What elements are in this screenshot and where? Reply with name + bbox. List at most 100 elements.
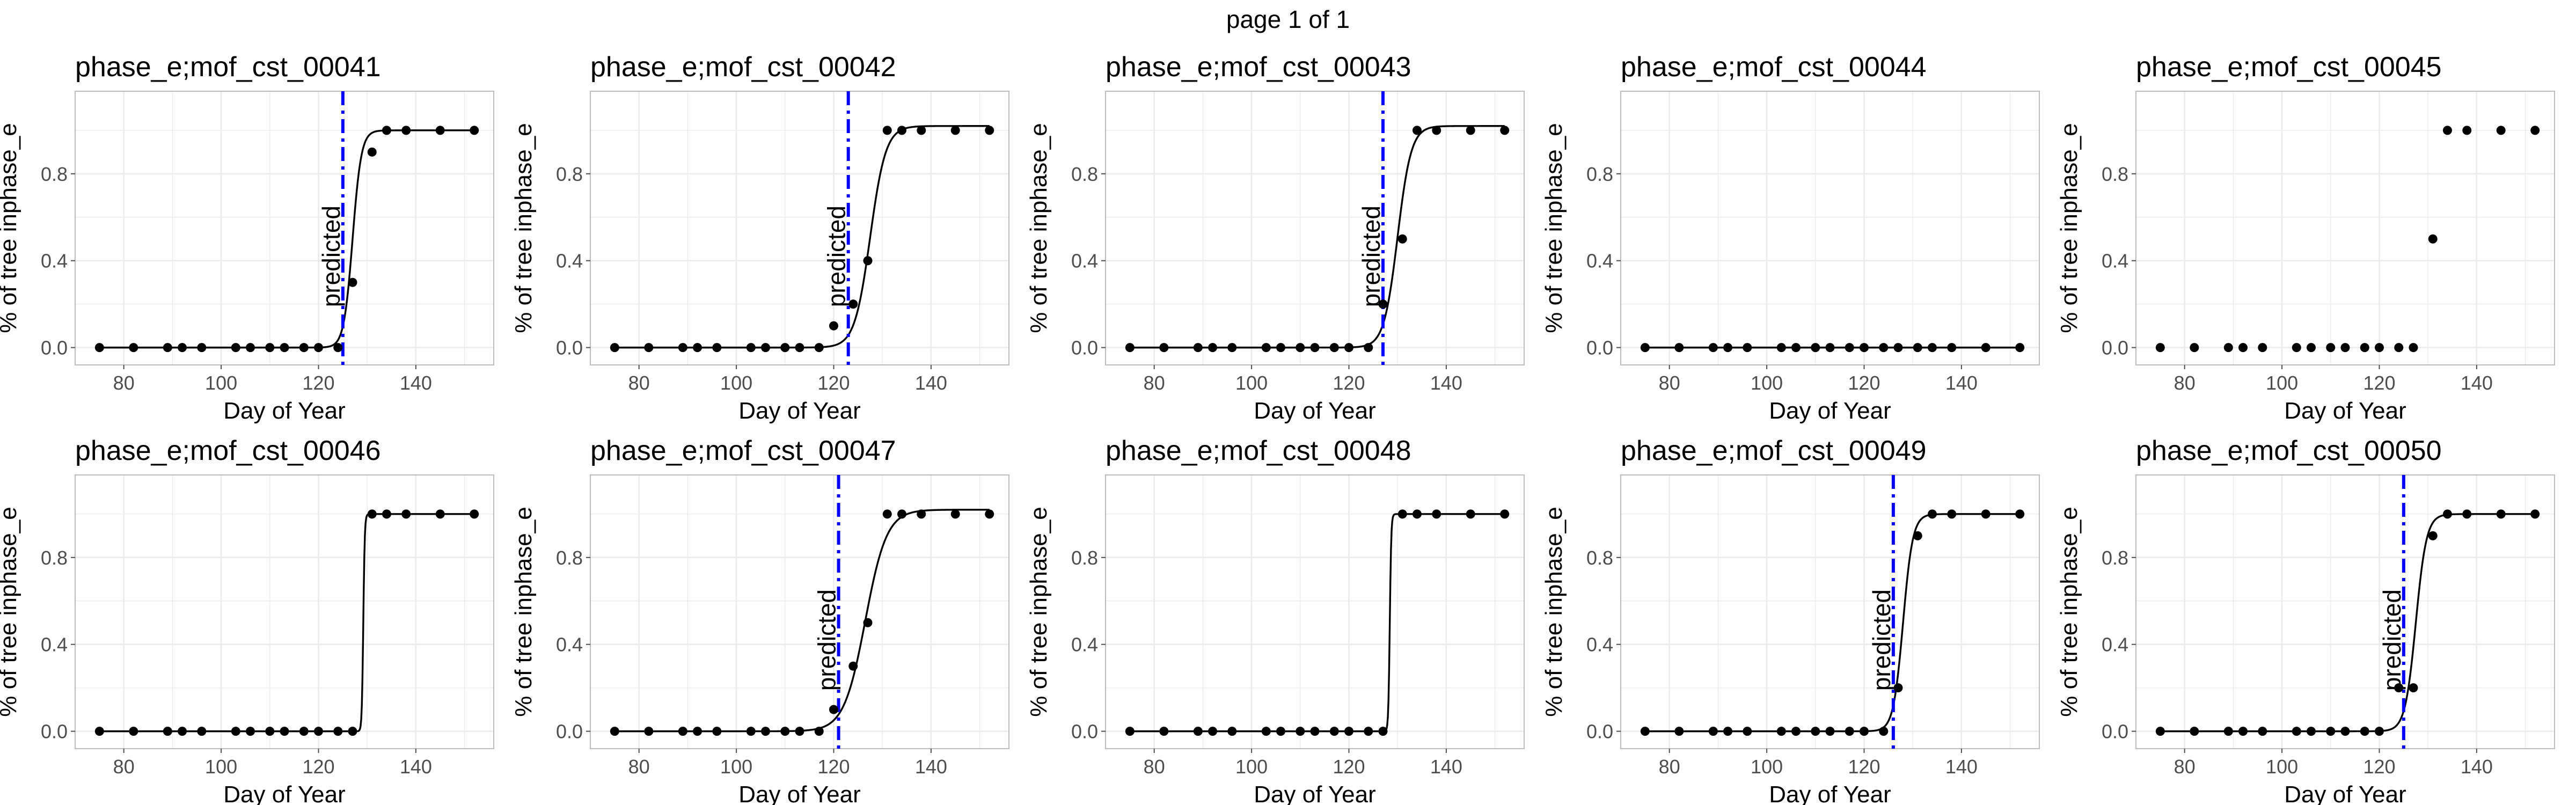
y-tick-label: 0.8 xyxy=(556,547,583,569)
data-point xyxy=(2292,343,2301,353)
data-point xyxy=(1261,343,1271,353)
data-point xyxy=(1640,343,1650,353)
panel-border xyxy=(1620,474,2040,749)
data-point xyxy=(1329,727,1339,736)
x-tick-label: 100 xyxy=(205,372,237,394)
data-point xyxy=(401,509,411,519)
data-point xyxy=(829,705,838,714)
data-point xyxy=(2223,727,2233,736)
x-tick-label: 100 xyxy=(2266,372,2298,394)
data-point xyxy=(2394,683,2404,693)
x-tick-label: 120 xyxy=(1848,372,1880,394)
data-point xyxy=(2394,343,2404,353)
y-axis-label: % of tree inphase_e xyxy=(1026,507,1052,716)
data-point xyxy=(1674,343,1684,353)
data-point xyxy=(644,727,654,736)
x-tick-label: 100 xyxy=(1235,372,1268,394)
x-tick-label: 140 xyxy=(1945,372,1978,394)
data-point xyxy=(610,343,619,353)
y-tick-label: 0.0 xyxy=(1071,721,1098,743)
y-tick-label: 0.4 xyxy=(1586,634,1613,656)
data-point xyxy=(2374,727,2384,736)
panel-border xyxy=(2135,474,2555,749)
data-point xyxy=(231,343,240,353)
x-tick-label: 140 xyxy=(2461,756,2493,778)
x-tick-label: 80 xyxy=(113,372,135,394)
data-point xyxy=(367,147,377,157)
data-point xyxy=(1708,343,1718,353)
data-point xyxy=(1432,126,1441,135)
data-point xyxy=(313,727,323,736)
data-point xyxy=(2155,727,2165,736)
data-point xyxy=(1261,727,1271,736)
data-point xyxy=(917,509,926,519)
y-tick-label: 0.8 xyxy=(1071,547,1098,569)
y-tick-label: 0.0 xyxy=(41,721,68,743)
chart-panel-8: phase_e;mof_cst_00048 80 100 120 140 0.0 0.4 0.… xyxy=(1026,435,1525,805)
data-point xyxy=(1893,683,1903,693)
data-point xyxy=(1859,343,1869,353)
data-point xyxy=(435,126,445,135)
data-point xyxy=(1310,727,1320,736)
y-tick-label: 0.4 xyxy=(556,634,583,656)
fitted-curve xyxy=(99,513,474,733)
data-point xyxy=(1743,727,1752,736)
y-tick-label: 0.8 xyxy=(41,547,68,569)
x-axis-label: Day of Year xyxy=(2284,781,2406,805)
predicted-annotation: predicted xyxy=(1868,589,1896,691)
page-title: page 1 of 1 xyxy=(1226,5,1350,33)
x-axis-label: Day of Year xyxy=(1254,781,1376,805)
data-point xyxy=(693,727,702,736)
data-point xyxy=(1913,531,1922,540)
y-axis-label: % of tree inphase_e xyxy=(1026,123,1052,333)
y-tick-label: 0.8 xyxy=(556,163,583,185)
y-tick-label: 0.0 xyxy=(1586,337,1613,359)
x-tick-label: 80 xyxy=(1144,756,1165,778)
x-tick-label: 140 xyxy=(400,756,432,778)
x-tick-label: 100 xyxy=(1751,372,1783,394)
y-tick-label: 0.0 xyxy=(1071,337,1098,359)
data-point xyxy=(1125,343,1135,353)
data-point xyxy=(163,343,172,353)
data-point xyxy=(197,727,207,736)
data-point xyxy=(693,343,702,353)
data-point xyxy=(2428,234,2438,244)
chart-panel-9: phase_e;mof_cst_00049 80 100 120 140 0.0 0.4 0.… xyxy=(1541,435,2040,805)
data-point xyxy=(1276,727,1286,736)
data-point xyxy=(712,343,722,353)
y-tick-label: 0.4 xyxy=(41,250,68,272)
panel-title: phase_e;mof_cst_00046 xyxy=(75,435,381,466)
data-point xyxy=(1845,727,1854,736)
x-tick-label: 100 xyxy=(720,756,752,778)
data-point xyxy=(2307,343,2316,353)
data-point xyxy=(1329,343,1339,353)
data-point xyxy=(2442,126,2452,135)
data-point xyxy=(2360,727,2369,736)
data-point xyxy=(1227,727,1237,736)
fitted-curve xyxy=(2160,513,2535,733)
x-tick-label: 140 xyxy=(400,372,432,394)
data-point xyxy=(1811,343,1820,353)
data-point xyxy=(2258,727,2267,736)
y-tick-label: 0.4 xyxy=(1071,250,1098,272)
data-point xyxy=(1208,343,1218,353)
data-point xyxy=(313,343,323,353)
x-axis-label: Day of Year xyxy=(1254,398,1376,424)
data-point xyxy=(401,126,411,135)
panel-border xyxy=(2135,91,2555,365)
data-point xyxy=(985,509,994,519)
data-point xyxy=(1859,727,1869,736)
data-point xyxy=(2360,343,2369,353)
x-tick-label: 80 xyxy=(628,756,650,778)
data-point xyxy=(1927,343,1937,353)
x-tick-label: 80 xyxy=(1659,372,1680,394)
predicted-annotation: predicted xyxy=(2378,589,2406,691)
data-point xyxy=(1947,509,1957,519)
y-tick-label: 0.0 xyxy=(2102,721,2128,743)
y-tick-label: 0.8 xyxy=(2102,547,2128,569)
x-tick-label: 140 xyxy=(1945,756,1978,778)
y-axis-label: % of tree inphase_e xyxy=(2056,507,2082,716)
data-point xyxy=(197,343,207,353)
data-point xyxy=(829,321,838,331)
